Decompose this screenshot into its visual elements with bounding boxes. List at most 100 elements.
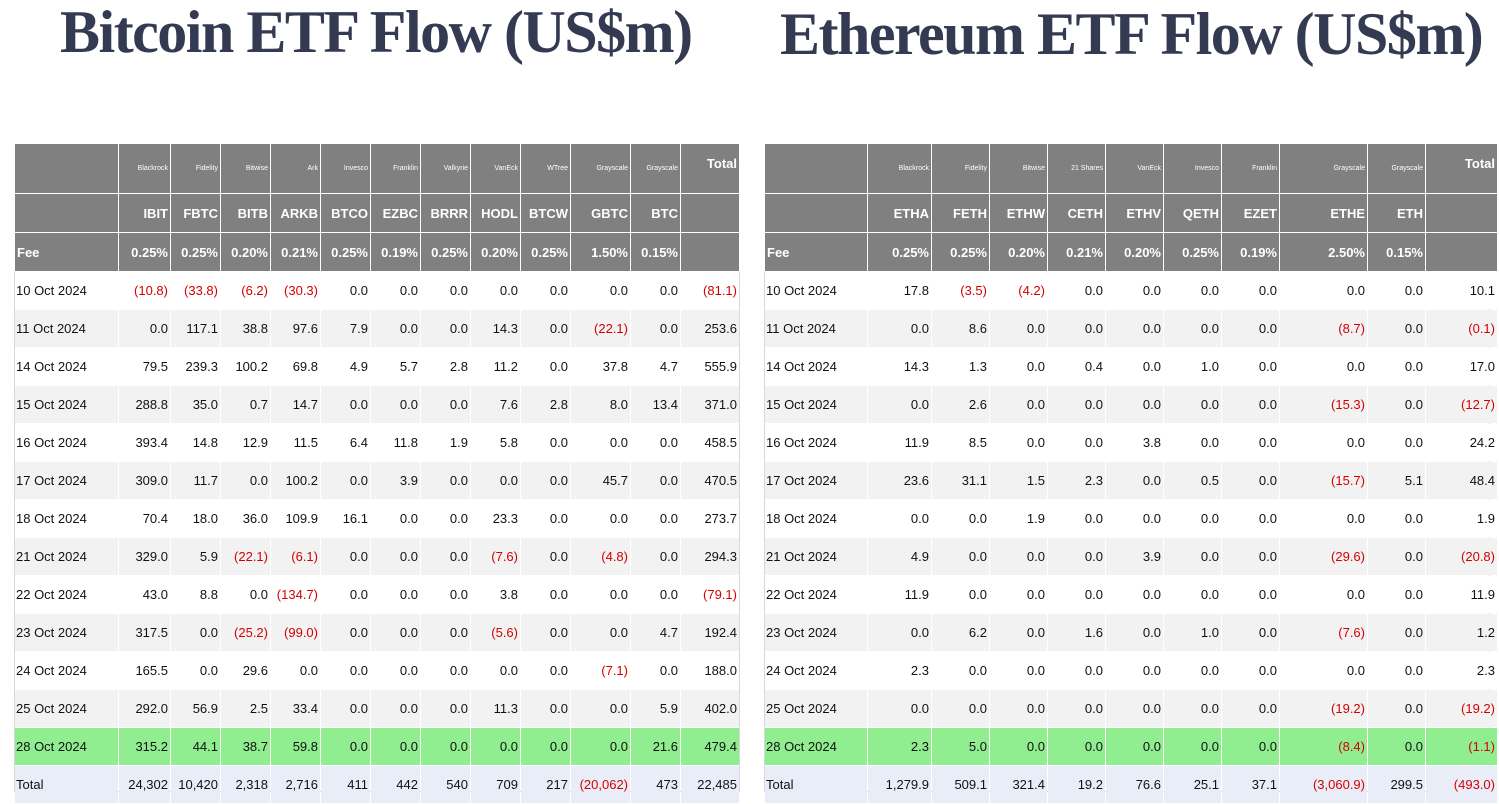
- flow-cell: 0.0: [420, 309, 471, 348]
- flow-cell: 0.0: [370, 651, 421, 690]
- table-row: 16 Oct 2024 393.4 14.8 12.9 11.5 6.4 11.8 1.9 5.…: [14, 423, 740, 462]
- flow-cell: 0.0: [1047, 309, 1106, 348]
- flow-cell: 0.0: [1047, 651, 1106, 690]
- flow-cell: 0.7: [220, 385, 271, 424]
- ticker-header: QETH: [1163, 193, 1222, 233]
- fee-row: Fee 0.25% 0.25% 0.20% 0.21% 0.20% 0.25% 0.19% 2.…: [764, 232, 1498, 272]
- fee-cell: 0.25%: [320, 232, 371, 272]
- flow-cell: 0.0: [1367, 309, 1426, 348]
- flow-cell: 0.0: [520, 499, 571, 538]
- flow-cell: 0.0: [931, 499, 990, 538]
- flow-cell: 0.0: [1221, 499, 1280, 538]
- date-cell: 22 Oct 2024: [764, 575, 868, 614]
- row-total-cell: 2.3: [1425, 651, 1498, 690]
- fee-cell: 0.25%: [118, 232, 171, 272]
- flow-cell: (6.2): [220, 271, 271, 310]
- ticker-header-row: ETHA FETH ETHW CETH ETHV QETH EZET ETHE ETH: [764, 193, 1498, 233]
- fee-cell: 0.20%: [470, 232, 521, 272]
- row-total-cell: 253.6: [680, 309, 740, 348]
- flow-cell: 0.0: [170, 651, 221, 690]
- flow-cell: 0.0: [1105, 461, 1164, 500]
- flow-cell: (10.8): [118, 271, 171, 310]
- issuer-header: WTree: [520, 143, 571, 194]
- date-cell: 17 Oct 2024: [14, 461, 119, 500]
- flow-cell: 0.0: [1279, 651, 1368, 690]
- total-header: Total: [680, 143, 740, 194]
- date-cell: 11 Oct 2024: [764, 309, 868, 348]
- ticker-header: FBTC: [170, 193, 221, 233]
- fee-cell: 0.25%: [420, 232, 471, 272]
- row-total-cell: (20.8): [1425, 537, 1498, 576]
- ticker-header: IBIT: [118, 193, 171, 233]
- flow-cell: 0.0: [867, 385, 932, 424]
- fee-cell: 0.20%: [1105, 232, 1164, 272]
- flow-cell: 0.0: [1367, 423, 1426, 462]
- flow-cell: 0.0: [1279, 347, 1368, 386]
- date-cell: 14 Oct 2024: [14, 347, 119, 386]
- flow-cell: 14.8: [170, 423, 221, 462]
- date-cell: 15 Oct 2024: [764, 385, 868, 424]
- flow-cell: 0.0: [320, 727, 371, 766]
- flow-cell: 321.4: [989, 765, 1048, 804]
- flow-cell: 4.9: [867, 537, 932, 576]
- flow-cell: 0.0: [1279, 423, 1368, 462]
- fee-cell: 0.25%: [520, 232, 571, 272]
- flow-cell: 0.0: [570, 613, 631, 652]
- flow-cell: 0.0: [520, 575, 571, 614]
- table-row: 23 Oct 2024 317.5 0.0 (25.2) (99.0) 0.0 0.0 0.0…: [14, 613, 740, 652]
- flow-cell: 0.0: [989, 309, 1048, 348]
- flow-cell: 10,420: [170, 765, 221, 804]
- flow-cell: 0.0: [1367, 575, 1426, 614]
- flow-cell: 2,716: [270, 765, 321, 804]
- date-cell: 10 Oct 2024: [764, 271, 868, 310]
- flow-cell: 8.5: [931, 423, 990, 462]
- flow-cell: 0.0: [989, 613, 1048, 652]
- table-row: 11 Oct 2024 0.0 8.6 0.0 0.0 0.0 0.0 0.0 (8.7) 0.0…: [764, 309, 1498, 348]
- flow-cell: (7.6): [1279, 613, 1368, 652]
- ticker-header: ETH: [1367, 193, 1426, 233]
- flow-cell: 0.0: [470, 461, 521, 500]
- table-row: 10 Oct 2024 (10.8) (33.8) (6.2) (30.3) 0.0 0.0…: [14, 271, 740, 310]
- flow-cell: 21.6: [630, 727, 681, 766]
- flow-cell: 0.0: [1367, 689, 1426, 728]
- flow-cell: 0.0: [420, 651, 471, 690]
- ticker-header: ARKB: [270, 193, 321, 233]
- flow-cell: 540: [420, 765, 471, 804]
- table-row: 24 Oct 2024 165.5 0.0 29.6 0.0 0.0 0.0 0.0 0.0 0.…: [14, 651, 740, 690]
- flow-cell: 24,302: [118, 765, 171, 804]
- flow-cell: 0.0: [1279, 271, 1368, 310]
- flow-cell: 16.1: [320, 499, 371, 538]
- table-row: 17 Oct 2024 309.0 11.7 0.0 100.2 0.0 3.9 0.0 0.0…: [14, 461, 740, 500]
- flow-cell: 35.0: [170, 385, 221, 424]
- flow-cell: 0.0: [630, 537, 681, 576]
- flow-cell: 165.5: [118, 651, 171, 690]
- flow-cell: 0.0: [1163, 651, 1222, 690]
- corner-cell: [14, 193, 119, 233]
- flow-cell: 0.0: [370, 537, 421, 576]
- flow-cell: 97.6: [270, 309, 321, 348]
- flow-cell: 36.0: [220, 499, 271, 538]
- flow-cell: 0.0: [370, 499, 421, 538]
- flow-cell: 0.0: [1221, 423, 1280, 462]
- fee-cell: 2.50%: [1279, 232, 1368, 272]
- flow-cell: 0.0: [320, 461, 371, 500]
- issuer-header: Ark: [270, 143, 321, 194]
- flow-cell: 59.8: [270, 727, 321, 766]
- date-cell: 15 Oct 2024: [14, 385, 119, 424]
- issuer-header: Grayscale: [1279, 143, 1368, 194]
- flow-cell: 0.0: [630, 309, 681, 348]
- flow-cell: 0.0: [1105, 613, 1164, 652]
- row-total-cell: (1.1): [1425, 727, 1498, 766]
- flow-cell: 13.4: [630, 385, 681, 424]
- ticker-header: BTC: [630, 193, 681, 233]
- fee-label: Fee: [14, 232, 119, 272]
- table-row: 28 Oct 2024 2.3 5.0 0.0 0.0 0.0 0.0 0.0 (8.4) 0.0…: [764, 727, 1498, 766]
- flow-cell: 288.8: [118, 385, 171, 424]
- flow-cell: 11.3: [470, 689, 521, 728]
- flow-cell: (134.7): [270, 575, 321, 614]
- fee-cell: 0.19%: [370, 232, 421, 272]
- date-cell: 18 Oct 2024: [764, 499, 868, 538]
- flow-cell: 473: [630, 765, 681, 804]
- date-cell: Total: [764, 765, 868, 804]
- flow-cell: (7.1): [570, 651, 631, 690]
